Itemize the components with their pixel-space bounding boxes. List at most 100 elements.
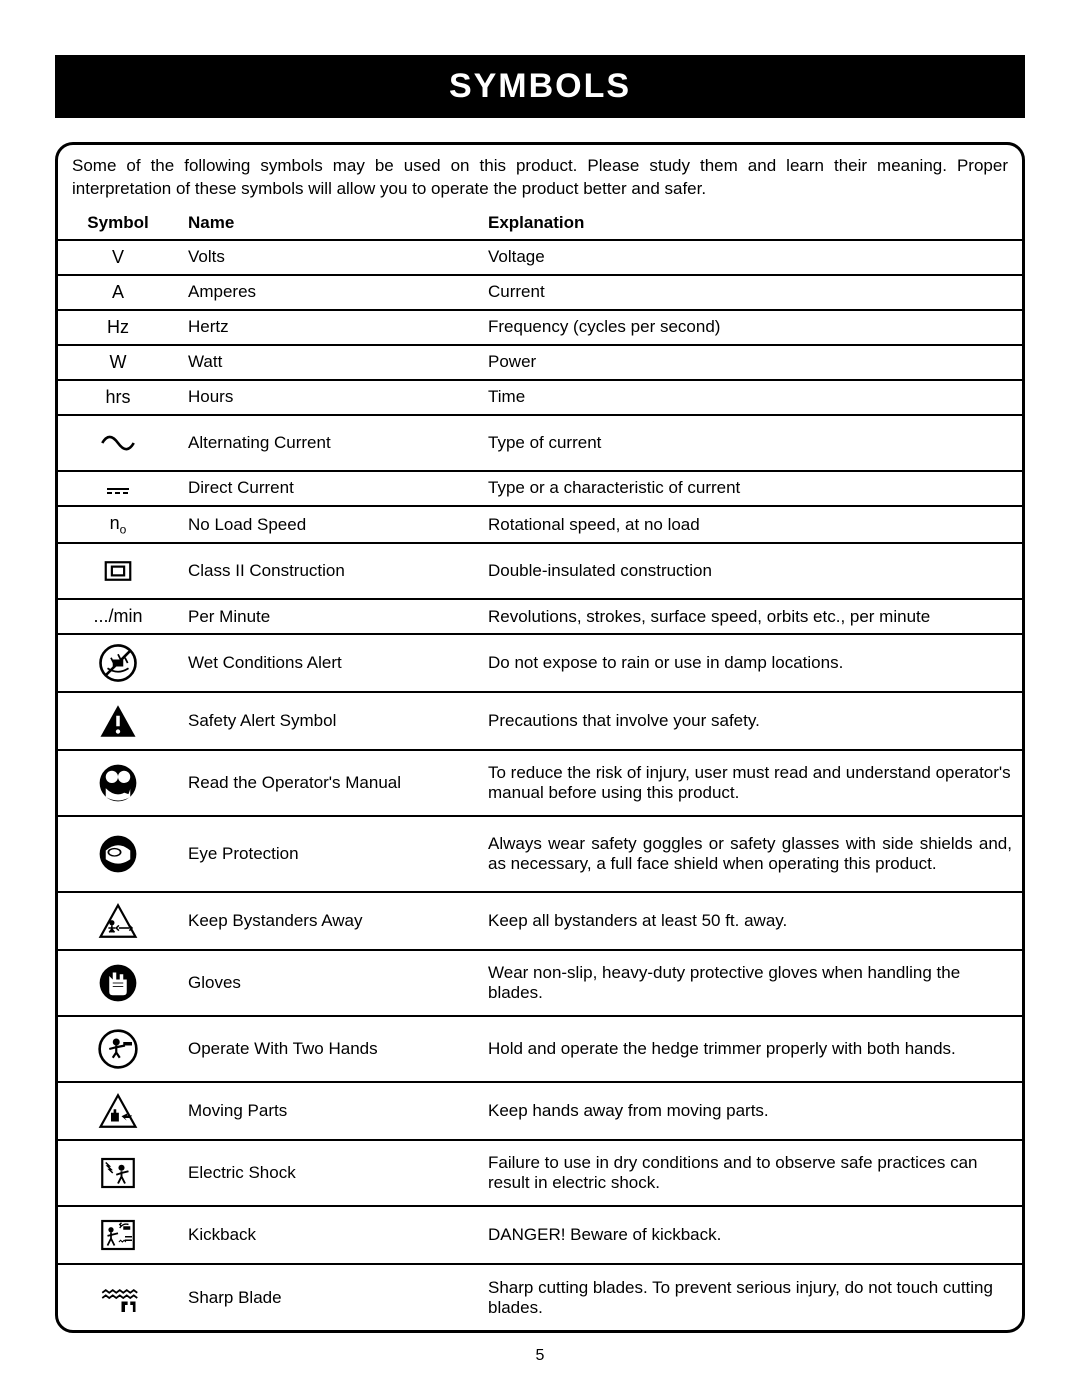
name-cell: Read the Operator's Manual xyxy=(178,750,478,816)
symbol-cell xyxy=(58,543,178,599)
explanation-cell: DANGER! Beware of kickback. xyxy=(478,1206,1022,1264)
symbol-text: W xyxy=(110,352,127,372)
table-row: hrs HoursTime xyxy=(58,380,1022,415)
symbol-cell xyxy=(58,634,178,692)
symbol-cell xyxy=(58,1264,178,1330)
no-icon: no xyxy=(110,513,127,533)
table-row: Keep Bystanders AwayKeep all bystanders … xyxy=(58,892,1022,950)
symbol-cell xyxy=(58,415,178,471)
twohands-icon xyxy=(97,1028,139,1070)
explanation-cell: Keep hands away from moving parts. xyxy=(478,1082,1022,1140)
table-row: Direct CurrentType or a characteristic o… xyxy=(58,471,1022,506)
symbol-cell xyxy=(58,1206,178,1264)
explanation-cell: Failure to use in dry conditions and to … xyxy=(478,1140,1022,1206)
explanation-cell: Power xyxy=(478,345,1022,380)
explanation-cell: Time xyxy=(478,380,1022,415)
table-row: .../min Per MinuteRevolutions, strokes, s… xyxy=(58,599,1022,634)
kickback-icon xyxy=(97,1214,139,1256)
symbol-text: .../min xyxy=(93,606,142,626)
table-row: Read the Operator's ManualTo reduce the … xyxy=(58,750,1022,816)
symbol-text: Hz xyxy=(107,317,129,337)
table-header-row: Symbol Name Explanation xyxy=(58,207,1022,240)
page-number: 5 xyxy=(55,1347,1025,1365)
name-cell: Per Minute xyxy=(178,599,478,634)
symbol-text: V xyxy=(112,247,124,267)
name-cell: Gloves xyxy=(178,950,478,1016)
page-container: SYMBOLS Some of the following symbols ma… xyxy=(0,0,1080,1395)
col-header-symbol: Symbol xyxy=(58,207,178,240)
intro-text: Some of the following symbols may be use… xyxy=(58,155,1022,207)
name-cell: Keep Bystanders Away xyxy=(178,892,478,950)
explanation-cell: To reduce the risk of injury, user must … xyxy=(478,750,1022,816)
explanation-cell: Rotational speed, at no load xyxy=(478,506,1022,544)
explanation-cell: Keep all bystanders at least 50 ft. away… xyxy=(478,892,1022,950)
symbol-text: A xyxy=(112,282,124,302)
eye-icon xyxy=(97,833,139,875)
symbol-cell: V xyxy=(58,240,178,275)
symbol-cell: A xyxy=(58,275,178,310)
explanation-cell: Sharp cutting blades. To prevent serious… xyxy=(478,1264,1022,1330)
symbol-cell xyxy=(58,692,178,750)
name-cell: Moving Parts xyxy=(178,1082,478,1140)
wet-icon xyxy=(97,642,139,684)
table-row: Eye ProtectionAlways wear safety goggles… xyxy=(58,816,1022,892)
symbol-cell xyxy=(58,1016,178,1082)
symbol-cell xyxy=(58,750,178,816)
explanation-cell: Frequency (cycles per second) xyxy=(478,310,1022,345)
sharp-icon xyxy=(97,1277,139,1319)
symbol-cell: no xyxy=(58,506,178,544)
symbols-box: Some of the following symbols may be use… xyxy=(55,142,1025,1333)
name-cell: Amperes xyxy=(178,275,478,310)
symbol-cell xyxy=(58,892,178,950)
table-row: Class II ConstructionDouble-insulated co… xyxy=(58,543,1022,599)
symbol-cell xyxy=(58,1140,178,1206)
table-row: Electric ShockFailure to use in dry cond… xyxy=(58,1140,1022,1206)
explanation-cell: Voltage xyxy=(478,240,1022,275)
symbol-text: hrs xyxy=(105,387,130,407)
name-cell: Watt xyxy=(178,345,478,380)
name-cell: Safety Alert Symbol xyxy=(178,692,478,750)
table-row: Operate With Two HandsHold and operate t… xyxy=(58,1016,1022,1082)
explanation-cell: Double-insulated construction xyxy=(478,543,1022,599)
table-row: Safety Alert SymbolPrecautions that invo… xyxy=(58,692,1022,750)
symbol-cell: .../min xyxy=(58,599,178,634)
dc-icon xyxy=(107,488,129,494)
col-header-name: Name xyxy=(178,207,478,240)
ac-icon xyxy=(97,422,139,464)
name-cell: Sharp Blade xyxy=(178,1264,478,1330)
class2-icon xyxy=(97,550,139,592)
explanation-cell: Revolutions, strokes, surface speed, orb… xyxy=(478,599,1022,634)
name-cell: Electric Shock xyxy=(178,1140,478,1206)
table-row: W WattPower xyxy=(58,345,1022,380)
alert-icon xyxy=(97,700,139,742)
symbol-cell xyxy=(58,471,178,506)
explanation-cell: Type of current xyxy=(478,415,1022,471)
explanation-cell: Precautions that involve your safety. xyxy=(478,692,1022,750)
explanation-cell: Wear non-slip, heavy-duty protective glo… xyxy=(478,950,1022,1016)
symbol-cell xyxy=(58,950,178,1016)
table-row: A AmperesCurrent xyxy=(58,275,1022,310)
explanation-cell: Current xyxy=(478,275,1022,310)
symbol-cell xyxy=(58,816,178,892)
name-cell: Hours xyxy=(178,380,478,415)
symbol-cell: Hz xyxy=(58,310,178,345)
table-row: Moving PartsKeep hands away from moving … xyxy=(58,1082,1022,1140)
shock-icon xyxy=(97,1152,139,1194)
name-cell: No Load Speed xyxy=(178,506,478,544)
explanation-cell: Hold and operate the hedge trimmer prope… xyxy=(478,1016,1022,1082)
explanation-cell: Always wear safety goggles or safety gla… xyxy=(478,816,1022,892)
table-row: Alternating CurrentType of current xyxy=(58,415,1022,471)
table-row: Wet Conditions AlertDo not expose to rai… xyxy=(58,634,1022,692)
symbol-cell: hrs xyxy=(58,380,178,415)
explanation-cell: Type or a characteristic of current xyxy=(478,471,1022,506)
table-row: KickbackDANGER! Beware of kickback. xyxy=(58,1206,1022,1264)
symbol-cell xyxy=(58,1082,178,1140)
table-row: HzHertzFrequency (cycles per second) xyxy=(58,310,1022,345)
gloves-icon xyxy=(97,962,139,1004)
page-title: SYMBOLS xyxy=(55,55,1025,118)
name-cell: Direct Current xyxy=(178,471,478,506)
bystander-icon xyxy=(97,900,139,942)
symbol-cell: W xyxy=(58,345,178,380)
name-cell: Eye Protection xyxy=(178,816,478,892)
table-row: no No Load SpeedRotational speed, at no l… xyxy=(58,506,1022,544)
